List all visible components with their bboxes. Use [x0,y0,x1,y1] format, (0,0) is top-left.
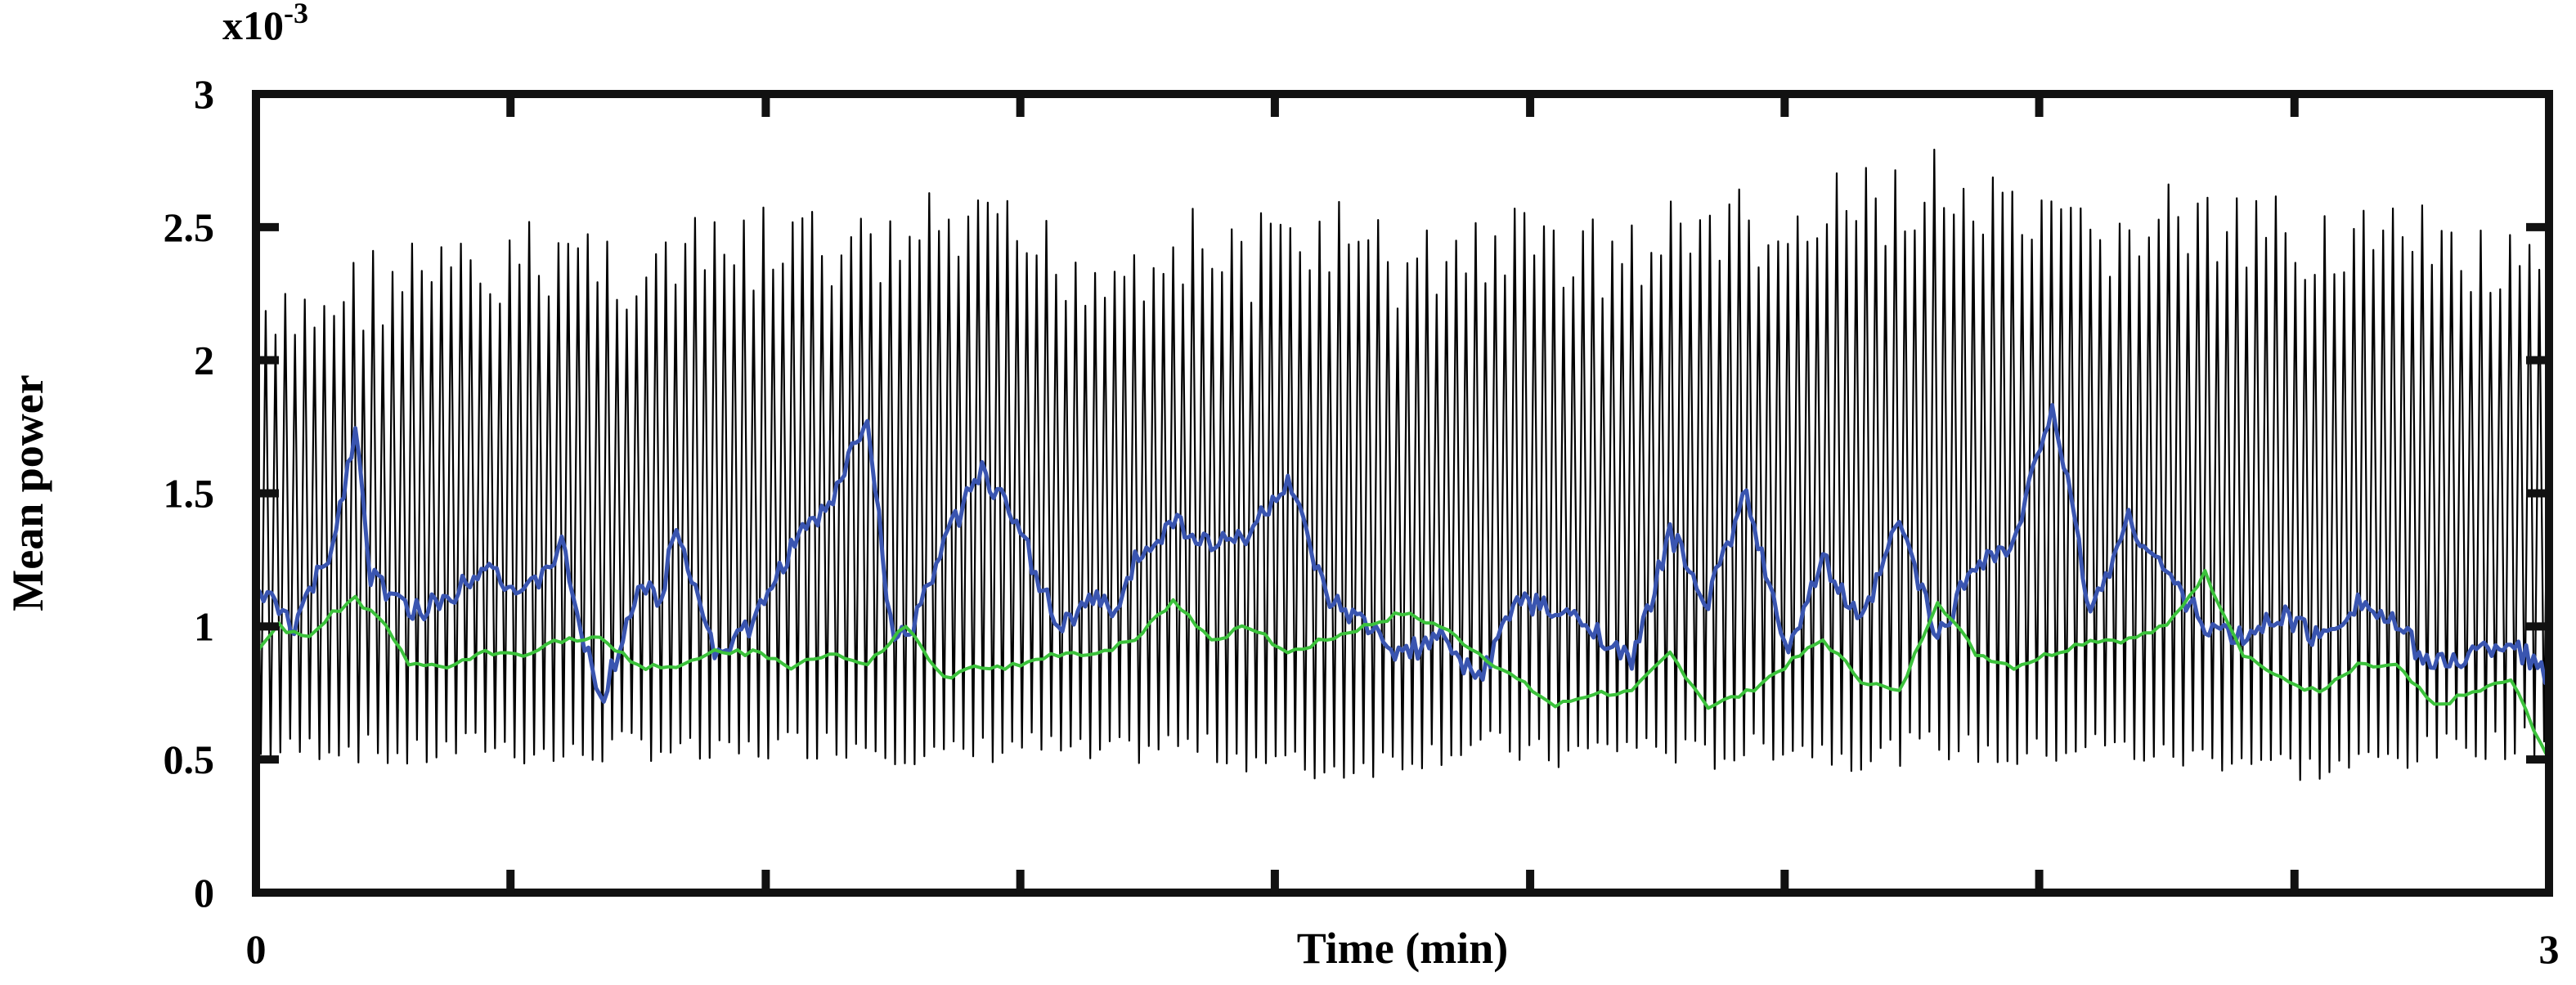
y-exponent-label: x10-3 [222,0,308,48]
y-exponent-power: -3 [284,0,308,29]
y-tick-label: 3 [194,71,214,117]
x-tick-label: 3 [2539,926,2560,972]
series-blue-line [254,403,2551,704]
tick-marks [256,90,2549,897]
x-axis-label: Time (min) [1297,924,1508,973]
y-exponent-base: x10 [222,2,284,48]
y-tick-labels: 0 0.5 1 1.5 2 2.5 3 [164,71,215,916]
y-axis-label: Mean power [3,374,52,611]
y-tick-label: 0.5 [164,737,215,782]
x-tick-label: 0 [246,926,267,972]
series-green-line [254,569,2551,761]
y-tick-label: 2 [194,338,214,383]
y-tick-label: 0 [194,870,214,916]
plot-area [254,148,2551,781]
y-tick-label: 1 [194,603,214,649]
y-tick-label: 2.5 [164,204,215,250]
y-tick-label: 1.5 [164,471,215,517]
series-black-line [254,148,2551,781]
